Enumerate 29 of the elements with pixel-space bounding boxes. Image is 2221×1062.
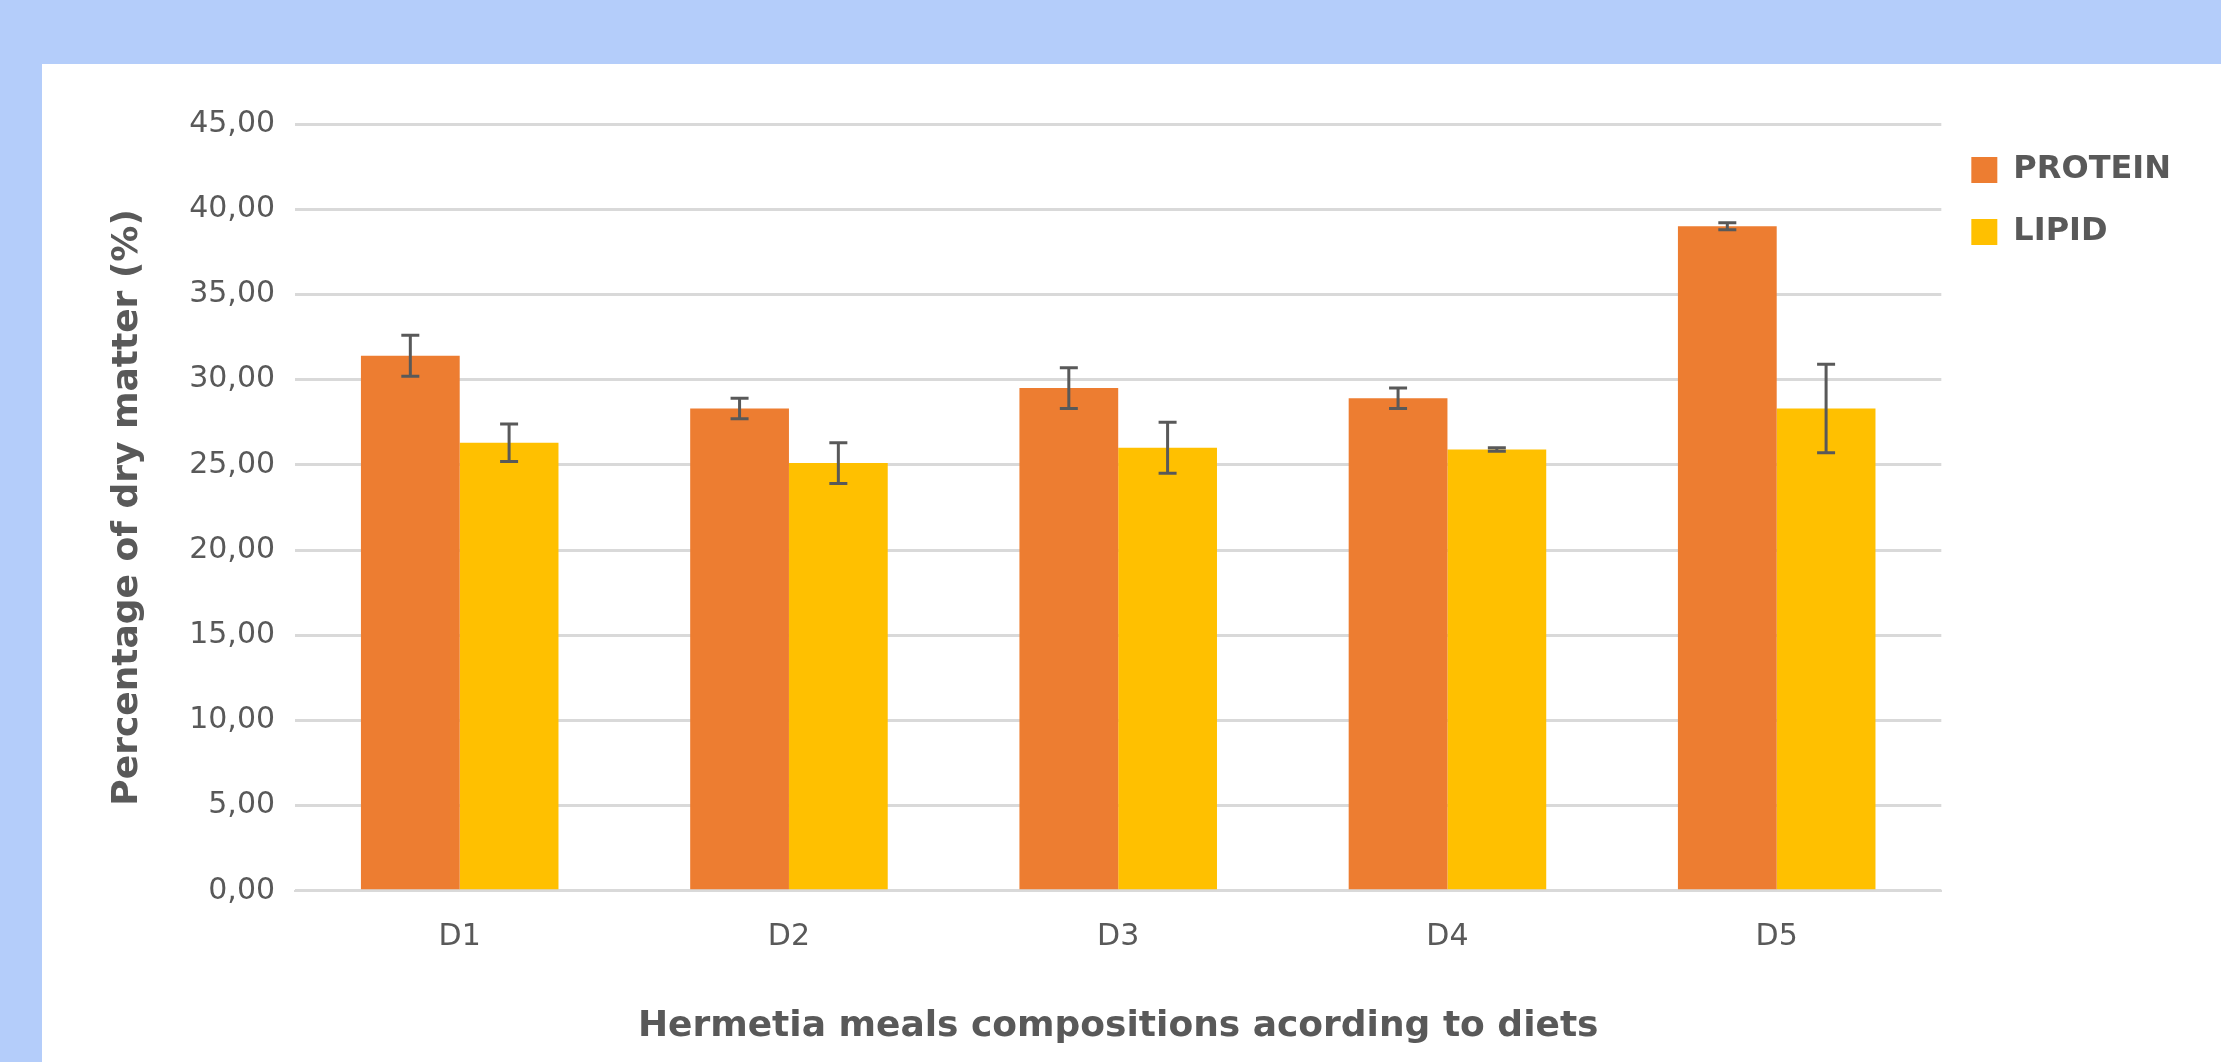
bar — [1019, 388, 1119, 890]
x-axis-title: Hermetia meals compositions acording to diets — [637, 1002, 1599, 1044]
y-tick-label: 25,00 — [189, 444, 276, 480]
y-tick-label: 40,00 — [189, 189, 276, 224]
x-tick-label: D2 — [767, 916, 811, 952]
x-tick-label: D3 — [1097, 916, 1140, 952]
x-tick-label: D1 — [438, 916, 481, 952]
legend-label: PROTEIN — [2013, 148, 2171, 187]
y-tick-label: 0,00 — [208, 870, 276, 906]
bar — [1348, 398, 1448, 890]
x-tick-label: D4 — [1426, 916, 1469, 952]
x-tick-label: D5 — [1755, 916, 1798, 952]
bar — [1118, 447, 1217, 890]
y-tick-label: 35,00 — [189, 274, 276, 310]
y-tick-label: 30,00 — [189, 359, 276, 395]
legend-label: LIPID — [2013, 210, 2108, 249]
bar — [1776, 408, 1876, 890]
bar — [1447, 449, 1547, 890]
y-tick-label: 45,00 — [189, 103, 276, 139]
bar — [459, 442, 559, 890]
y-tick-label: 5,00 — [208, 785, 276, 821]
bar — [690, 408, 789, 890]
y-tick-label: 20,00 — [189, 529, 276, 565]
bar — [360, 355, 460, 890]
y-axis-title: Percentage of dry matter (%) — [103, 209, 145, 806]
bar — [1677, 226, 1777, 890]
y-tick-label: 10,00 — [189, 700, 276, 736]
bar — [788, 463, 888, 890]
y-tick-label: 15,00 — [189, 615, 276, 650]
